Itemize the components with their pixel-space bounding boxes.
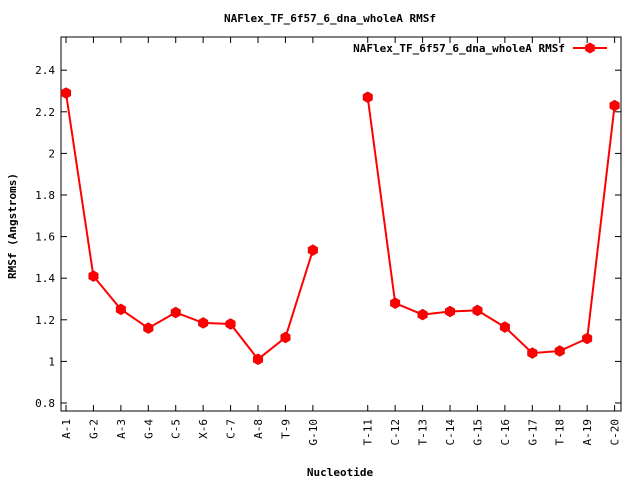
data-point xyxy=(115,303,126,316)
x-tick-label: C-7 xyxy=(225,419,238,439)
x-tick-label: A-8 xyxy=(252,419,265,439)
data-point xyxy=(88,270,99,282)
x-tick-label: C-20 xyxy=(609,419,622,446)
y-tick-label: 2.2 xyxy=(35,106,55,119)
y-tick-label: 0.8 xyxy=(35,397,55,410)
x-tick-label: T-13 xyxy=(417,419,430,446)
y-axis-ticks: 0.8 1 1.2 1.4 1.6 1.8 2 2.2 2.4 xyxy=(35,64,621,410)
x-tick-label: G-2 xyxy=(87,419,100,439)
series-line-segment xyxy=(65,92,314,361)
data-point xyxy=(417,308,428,321)
data-point xyxy=(390,297,401,309)
x-tick-label: X-6 xyxy=(197,419,210,439)
series-line-segment xyxy=(366,97,616,355)
data-point xyxy=(307,244,318,256)
x-tick-label: T-18 xyxy=(554,419,567,446)
y-tick-label: 2 xyxy=(48,147,55,160)
data-point xyxy=(527,347,538,359)
x-tick-label: A-3 xyxy=(115,419,128,439)
x-tick-label: G-4 xyxy=(142,419,155,439)
x-tick-label: T-9 xyxy=(279,419,292,439)
x-tick-label: C-16 xyxy=(499,419,512,446)
legend-series-label: NAFlex_TF_6f57_6_dna_wholeA RMSf xyxy=(353,42,565,55)
x-tick-label: C-12 xyxy=(389,419,402,446)
series-layer xyxy=(60,87,620,366)
data-point xyxy=(170,306,181,319)
y-tick-label: 2.4 xyxy=(35,64,55,77)
x-axis-label: Nucleotide xyxy=(307,466,374,479)
x-axis-ticks: A-1 G-2 A-3 G-4 C-5 X-6 C-7 A-8 T-9 G-10 T-11 C-12 T… xyxy=(60,37,622,446)
y-tick-label: 1.4 xyxy=(35,272,55,285)
x-tick-label: G-15 xyxy=(471,419,484,446)
y-axis-label: RMSf (Angstroms) xyxy=(6,173,19,279)
data-point xyxy=(280,331,291,344)
data-point xyxy=(225,318,236,330)
legend: NAFlex_TF_6f57_6_dna_wholeA RMSf xyxy=(353,42,607,55)
data-point xyxy=(472,304,483,317)
y-tick-label: 1.2 xyxy=(35,314,55,327)
data-point xyxy=(609,99,620,112)
y-tick-label: 1 xyxy=(48,355,55,368)
x-tick-label: G-17 xyxy=(526,419,539,446)
x-tick-label: G-10 xyxy=(307,419,320,446)
y-tick-label: 1.8 xyxy=(35,189,55,202)
legend-series-marker xyxy=(585,42,595,54)
data-point xyxy=(554,345,565,357)
data-point xyxy=(143,322,154,334)
x-tick-label: T-11 xyxy=(362,419,375,446)
data-point xyxy=(252,353,264,366)
data-point xyxy=(198,317,209,329)
y-tick-label: 1.6 xyxy=(35,231,55,244)
chart-title: NAFlex_TF_6f57_6_dna_wholeA RMSf xyxy=(224,12,436,25)
x-tick-label: C-5 xyxy=(170,419,183,439)
data-point xyxy=(445,305,456,318)
plot-frame xyxy=(60,36,622,412)
x-tick-label: A-19 xyxy=(581,419,594,446)
x-tick-label: A-1 xyxy=(60,419,73,439)
data-point xyxy=(499,321,510,333)
data-point xyxy=(362,91,373,103)
data-point xyxy=(60,87,72,99)
x-tick-label: C-14 xyxy=(444,419,457,446)
data-point xyxy=(582,332,593,345)
